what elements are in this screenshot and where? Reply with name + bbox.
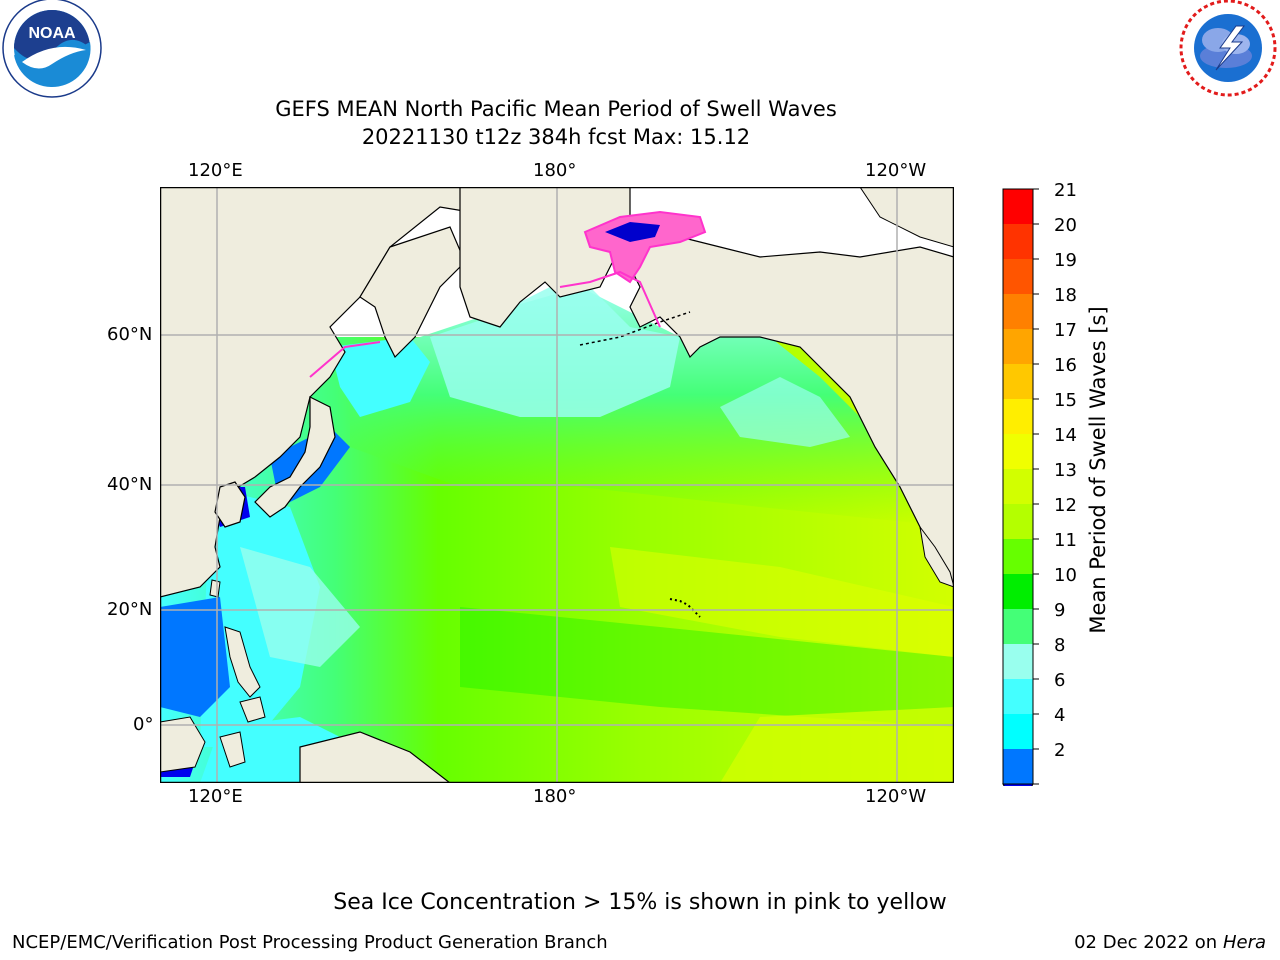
colorbar-segment bbox=[1003, 224, 1033, 259]
machine-name: Hera bbox=[1222, 932, 1266, 953]
chart-subtitle: 20221130 t12z 384h fcst Max: 15.12 bbox=[361, 125, 751, 149]
cbar-tick-20: 20 bbox=[1054, 215, 1077, 236]
colorbar-segment bbox=[1003, 469, 1033, 504]
south-china-sea-blue bbox=[160, 597, 230, 717]
swell-period-map bbox=[160, 187, 954, 783]
cbar-tick-15: 15 bbox=[1054, 390, 1077, 411]
colorbar-segment bbox=[1003, 434, 1033, 469]
colorbar-segment bbox=[1003, 574, 1033, 609]
colorbar-segment bbox=[1003, 259, 1033, 294]
cbar-tick-12: 12 bbox=[1054, 495, 1077, 516]
colorbar-frame bbox=[1002, 188, 1034, 785]
kamchatka-land bbox=[359, 226, 466, 359]
sea-ice-edge-okhotsk bbox=[309, 341, 381, 378]
colorbar-segment bbox=[1003, 399, 1033, 434]
lon-tick-bottom-1: 120°E bbox=[188, 786, 243, 807]
cbar-tick-19: 19 bbox=[1054, 250, 1077, 271]
hawaii-islands bbox=[669, 598, 701, 618]
map-frame bbox=[160, 187, 954, 783]
yellow-east bbox=[610, 547, 954, 657]
colorbar-segment bbox=[1003, 644, 1033, 679]
colorbar-segment bbox=[1003, 749, 1033, 784]
sulawesi-land bbox=[219, 731, 246, 768]
nws-logo bbox=[1179, 0, 1277, 97]
date-text: 02 Dec 2022 on bbox=[1074, 932, 1218, 953]
colorbar-segment bbox=[1003, 364, 1033, 399]
cbar-tick-2: 2 bbox=[1054, 740, 1066, 761]
yellow-southeast bbox=[720, 707, 954, 783]
colorbar-segment bbox=[1003, 329, 1033, 364]
west-pacific-lightcyan bbox=[240, 547, 360, 667]
credit-text: NCEP/EMC/Verification Post Processing Pr… bbox=[12, 932, 608, 953]
lat-tick-0: 0° bbox=[133, 714, 154, 735]
cbar-tick-18: 18 bbox=[1054, 285, 1077, 306]
new-guinea-land bbox=[299, 731, 451, 783]
date-stamp: 02 Dec 2022 on Hera bbox=[1074, 932, 1266, 953]
cbar-tick-9: 9 bbox=[1054, 600, 1066, 621]
sea-ice-edge-bering bbox=[559, 270, 661, 328]
colorbar bbox=[1002, 188, 1039, 786]
tropical-band bbox=[460, 607, 954, 727]
cbar-tick-8: 8 bbox=[1054, 635, 1066, 656]
noaa-logo: NOAA bbox=[2, 0, 102, 98]
colorbar-segment bbox=[1003, 679, 1033, 714]
alaska-land bbox=[629, 226, 954, 588]
sea-ice-core bbox=[605, 222, 660, 242]
colorbar-segment bbox=[1003, 189, 1033, 224]
korea-land bbox=[214, 481, 246, 528]
colorbar-segment bbox=[1003, 714, 1033, 749]
cbar-tick-14: 14 bbox=[1054, 425, 1077, 446]
lat-tick-40n: 40°N bbox=[107, 474, 153, 495]
sea-ice-note: Sea Ice Concentration > 15% is shown in … bbox=[333, 890, 947, 915]
aleutian-islands bbox=[579, 311, 691, 346]
chart-title: GEFS MEAN North Pacific Mean Period of S… bbox=[275, 97, 837, 121]
colorbar-segment bbox=[1003, 294, 1033, 329]
cbar-tick-6: 6 bbox=[1054, 670, 1066, 691]
arctic-islands bbox=[859, 187, 954, 248]
chukotka-land bbox=[459, 187, 631, 328]
cbar-tick-13: 13 bbox=[1054, 460, 1077, 481]
colorbar-segment bbox=[1003, 539, 1033, 574]
lat-tick-60n: 60°N bbox=[107, 324, 153, 345]
noaa-text: NOAA bbox=[28, 25, 76, 42]
cbar-tick-17: 17 bbox=[1054, 320, 1077, 341]
lon-tick-bottom-3: 120°W bbox=[865, 786, 927, 807]
colorbar-segment bbox=[1003, 609, 1033, 644]
lon-tick-top-2: 180° bbox=[533, 160, 577, 181]
lat-tick-20n: 20°N bbox=[107, 599, 153, 620]
lon-tick-top-3: 120°W bbox=[865, 160, 927, 181]
okhotsk-sea bbox=[330, 337, 430, 417]
cbar-tick-11: 11 bbox=[1054, 530, 1077, 551]
gulf-cyan bbox=[720, 377, 850, 447]
colorbar-title: Mean Period of Swell Waves [s] bbox=[1086, 306, 1110, 634]
cbar-tick-4: 4 bbox=[1054, 705, 1066, 726]
lon-tick-bottom-2: 180° bbox=[533, 786, 577, 807]
colorbar-ticks: 21 20 19 18 17 16 15 14 13 12 11 10 9 8 … bbox=[1054, 180, 1104, 770]
lon-tick-top-1: 120°E bbox=[188, 160, 243, 181]
taiwan-land bbox=[209, 579, 221, 598]
japan-land bbox=[254, 396, 336, 518]
philippines-land bbox=[224, 626, 261, 698]
cbar-tick-10: 10 bbox=[1054, 565, 1077, 586]
borneo-land bbox=[160, 716, 206, 773]
cbar-tick-16: 16 bbox=[1054, 355, 1077, 376]
cbar-tick-21: 21 bbox=[1054, 180, 1077, 201]
mindanao-land bbox=[239, 696, 266, 723]
colorbar-segment bbox=[1003, 504, 1033, 539]
map-gridlines bbox=[160, 187, 954, 783]
baja-land bbox=[919, 526, 954, 588]
